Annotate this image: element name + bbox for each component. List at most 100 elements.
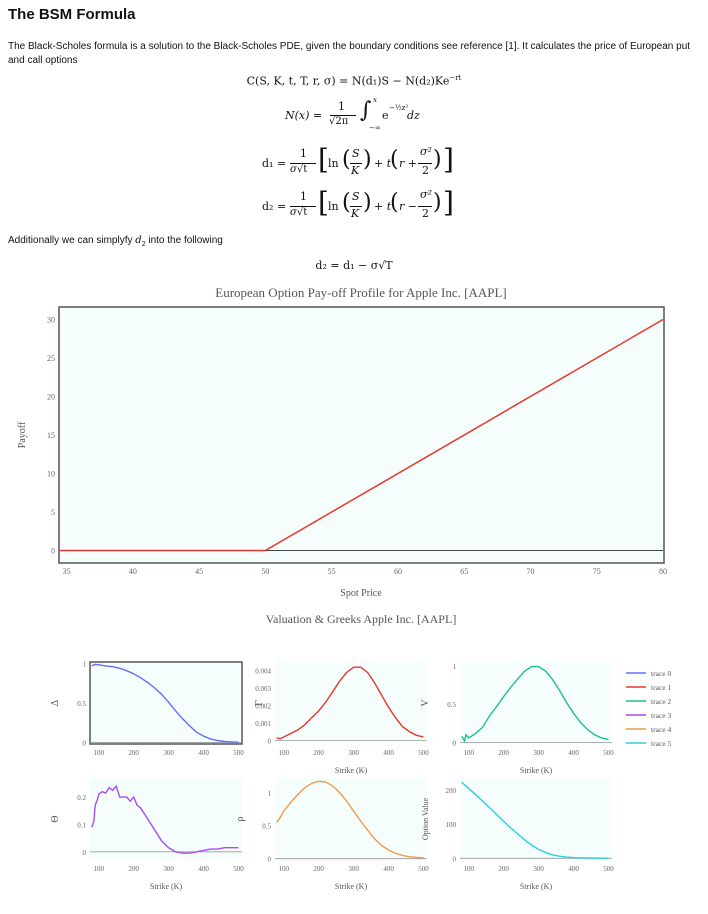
d2-ln: ln bbox=[328, 200, 339, 213]
legend-entry-label: trace 3 bbox=[651, 711, 671, 720]
legend-entry-label: trace 4 bbox=[651, 725, 671, 734]
greek-series-line bbox=[276, 780, 424, 859]
greek-y-tick-label: 0.004 bbox=[255, 668, 271, 676]
d1-frac-num: 1 bbox=[300, 147, 307, 160]
greek-x-tick-label: 300 bbox=[163, 749, 174, 757]
integral-lower: −∞ bbox=[369, 124, 381, 132]
greek-x-tick-label: 100 bbox=[93, 865, 104, 873]
greek-series-line bbox=[461, 665, 609, 743]
call-equation-text: C(S, K, t, T, r, σ) = N(d₁)S − N(d₂)Ke bbox=[246, 74, 450, 88]
d2-paren2-close: ) bbox=[433, 190, 442, 215]
greek-x-tick-label: 500 bbox=[603, 865, 614, 873]
d1-bracket-open: [ bbox=[318, 143, 329, 176]
d1-frac-bar bbox=[290, 163, 316, 164]
payoff-y-tick-label: 15 bbox=[47, 431, 55, 440]
payoff-y-tick-label: 5 bbox=[51, 508, 55, 517]
greek-y-tick-label: 1 bbox=[268, 790, 272, 798]
greek-y-tick-label: 200 bbox=[446, 787, 457, 795]
call-price-equation: C(S, K, t, T, r, σ) = N(d₁)S − N(d₂)Ke−r… bbox=[0, 74, 708, 88]
greek-y-label: ρ bbox=[235, 817, 246, 822]
greek-y-tick-label: 100 bbox=[446, 821, 457, 829]
greek-x-tick-label: 400 bbox=[383, 749, 394, 757]
legend-entry-label: trace 2 bbox=[651, 697, 671, 706]
greek-panel-3: 0 0.1 0.2 100 200 300 400 500 Θ Strike (K) bbox=[50, 778, 244, 891]
greek-x-label: Strike (K) bbox=[335, 882, 368, 891]
greek-y-tick-label: 0.5 bbox=[262, 823, 271, 831]
payoff-line bbox=[60, 318, 664, 552]
normal-cdf-equation: N(x) = 1 √2π ∫ x −∞ e −½z² dz bbox=[285, 96, 425, 134]
greek-y-tick-label: 0.5 bbox=[77, 700, 86, 708]
greek-panel-5: 0 100 200 100 200 300 400 500 Option Value Strike… bbox=[421, 778, 614, 891]
payoff-x-tick-label: 75 bbox=[593, 567, 601, 576]
payoff-x-tick-label: 35 bbox=[63, 567, 71, 576]
legend-entry-label: trace 1 bbox=[651, 683, 671, 692]
greek-y-tick-label: 0 bbox=[83, 849, 87, 857]
d2-paren2-open: ( bbox=[390, 190, 399, 215]
greek-y-tick-label: 0 bbox=[453, 739, 457, 747]
d1-ln: ln bbox=[328, 157, 339, 170]
greek-x-tick-label: 300 bbox=[163, 865, 174, 873]
d2-bracket-close: ] bbox=[443, 186, 454, 219]
greek-y-tick-label: 1 bbox=[453, 663, 457, 671]
greek-x-tick-label: 100 bbox=[463, 865, 474, 873]
greek-x-tick-label: 500 bbox=[418, 865, 429, 873]
d1-sk-bar bbox=[350, 163, 362, 164]
greek-x-tick-label: 300 bbox=[533, 865, 544, 873]
payoff-x-tick-label: 80 bbox=[659, 567, 667, 576]
greek-panel-1: 0 0.001 0.002 0.003 0.004 100 200 300 400 500 Γ Str… bbox=[254, 662, 429, 775]
payoff-x-ticks: 35 40 45 50 55 60 65 70 75 80 bbox=[63, 567, 667, 576]
d1-plus-t: + t bbox=[374, 157, 392, 170]
additional-sub: 2 bbox=[141, 241, 146, 248]
d2-sigma-sq: σ² bbox=[420, 188, 432, 201]
greek-y-tick-label: 1 bbox=[83, 661, 87, 669]
payoff-x-tick-label: 65 bbox=[460, 567, 468, 576]
additional-var: d bbox=[135, 235, 142, 246]
greek-panel-plot-area bbox=[275, 662, 427, 744]
d2-frac-bar bbox=[290, 206, 316, 207]
d2-sk-bar bbox=[350, 206, 362, 207]
greek-x-tick-label: 300 bbox=[348, 749, 359, 757]
greeks-figure-title: Valuation & Greeks Apple Inc. [AAPL] bbox=[266, 612, 457, 626]
greek-x-tick-label: 400 bbox=[568, 749, 579, 757]
d2-frac-den: σ√t bbox=[290, 207, 308, 218]
greek-x-tick-label: 100 bbox=[463, 749, 474, 757]
normal-exp-power: −½z² bbox=[389, 104, 409, 112]
d1-paren-close: ) bbox=[363, 147, 372, 172]
d2-frac-num: 1 bbox=[300, 190, 307, 203]
greek-y-label: Θ bbox=[50, 815, 61, 822]
d1-two: 2 bbox=[422, 164, 429, 177]
greek-panel-plot-area bbox=[90, 778, 242, 860]
d1-k: K bbox=[351, 164, 360, 177]
greek-x-tick-label: 500 bbox=[233, 749, 244, 757]
payoff-x-label: Spot Price bbox=[340, 588, 382, 599]
d2-sigma-bar bbox=[418, 206, 432, 207]
greek-y-tick-label: 0.003 bbox=[255, 685, 271, 693]
d1-s: S bbox=[352, 147, 360, 160]
d2-paren-close: ) bbox=[363, 190, 372, 215]
greek-x-tick-label: 500 bbox=[603, 749, 614, 757]
d1-lhs: d₁ = bbox=[262, 157, 287, 170]
greek-x-tick-label: 400 bbox=[198, 865, 209, 873]
greek-x-tick-label: 100 bbox=[278, 865, 289, 873]
greek-x-tick-label: 300 bbox=[533, 749, 544, 757]
greek-panel-plot-area bbox=[89, 661, 243, 745]
d2-paren-open: ( bbox=[342, 190, 351, 215]
d1-paren2-close: ) bbox=[433, 147, 442, 172]
payoff-y-tick-label: 30 bbox=[47, 316, 55, 325]
greek-x-tick-label: 200 bbox=[313, 865, 324, 873]
greek-y-tick-label: 0.001 bbox=[255, 720, 271, 728]
payoff-plot-area bbox=[58, 306, 665, 564]
d2-lhs: d₂ = bbox=[262, 200, 287, 213]
call-equation-exponent: −rt bbox=[449, 74, 462, 82]
greek-x-tick-label: 100 bbox=[278, 749, 289, 757]
greek-x-tick-label: 200 bbox=[128, 749, 139, 757]
greek-x-label: Strike (K) bbox=[150, 882, 183, 891]
d2-k: K bbox=[351, 207, 360, 220]
greek-y-label: V bbox=[420, 699, 431, 707]
d2-r-minus: r − bbox=[399, 200, 417, 213]
payoff-x-tick-label: 55 bbox=[328, 567, 336, 576]
normal-frac-num: 1 bbox=[338, 100, 345, 113]
greek-y-label: Γ bbox=[254, 700, 265, 706]
greek-y-tick-label: 0 bbox=[83, 739, 87, 747]
